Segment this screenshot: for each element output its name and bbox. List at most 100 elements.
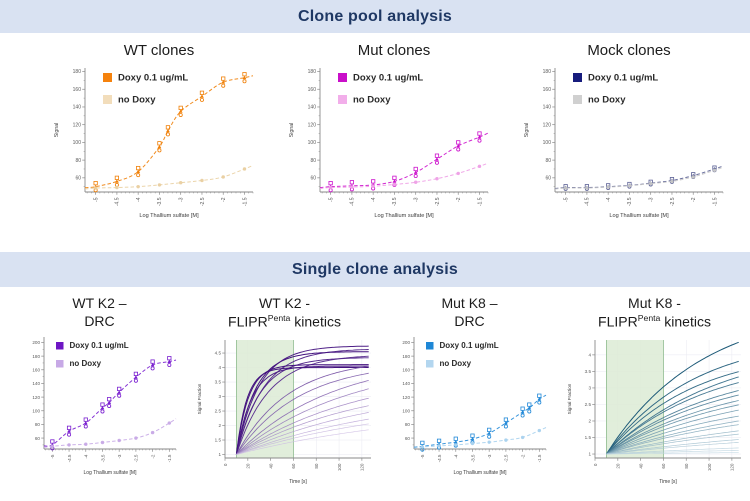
svg-text:120: 120 bbox=[32, 395, 40, 400]
svg-text:Time [s]: Time [s] bbox=[659, 479, 677, 485]
svg-text:80: 80 bbox=[310, 158, 316, 164]
plot-mut-k8-drc: -5 -4.5 -4 -3.5 -3 -2.5 -2 -1.5 60 80 100 120 140 160… bbox=[402, 337, 546, 476]
svg-text:no Doxy: no Doxy bbox=[439, 359, 471, 368]
plot-wt-k2-drc: -5 -4.5 -4 -3.5 -3 -2.5 -2 -1.5 60 80 100 120 140 160… bbox=[32, 337, 176, 476]
svg-text:120: 120 bbox=[359, 463, 364, 471]
banner-single-clone: Single clone analysis bbox=[0, 252, 750, 287]
svg-text:140: 140 bbox=[32, 381, 40, 386]
chart-mock-clones: Mock clones -5 -4.5 -4 -3.5 -3 -2.5 -2 -1.5 60 80 1… bbox=[514, 33, 744, 242]
chart-mut-k8-drc: Mut K8 – DRC -5 -4.5 -4 -3.5 -3 -2.5 -2 -1.5 60 80 1… bbox=[378, 287, 561, 499]
svg-text:-1.5: -1.5 bbox=[477, 197, 483, 206]
banner-clone-pool-title: Clone pool analysis bbox=[297, 7, 453, 25]
svg-text:140: 140 bbox=[543, 105, 552, 111]
svg-text:4.5: 4.5 bbox=[214, 350, 221, 355]
svg-text:180: 180 bbox=[402, 354, 410, 359]
svg-text:3: 3 bbox=[218, 394, 221, 399]
svg-text:1.5: 1.5 bbox=[214, 437, 221, 442]
svg-text:Log Thallium sulfate [M]: Log Thallium sulfate [M] bbox=[374, 213, 434, 219]
svg-text:60: 60 bbox=[310, 176, 316, 182]
svg-text:-1.5: -1.5 bbox=[537, 454, 542, 462]
svg-text:-3.5: -3.5 bbox=[392, 197, 398, 206]
chart-title-wt-k2-kinetics: WT K2 - FLIPRPenta kinetics bbox=[228, 295, 341, 330]
svg-text:Signal: Signal bbox=[524, 123, 530, 137]
svg-text:Signal: Signal bbox=[54, 123, 60, 137]
svg-text:-2: -2 bbox=[456, 197, 462, 202]
svg-text:80: 80 bbox=[34, 422, 40, 427]
svg-text:180: 180 bbox=[73, 69, 82, 75]
svg-text:-3: -3 bbox=[116, 454, 121, 459]
svg-text:60: 60 bbox=[661, 463, 666, 469]
svg-text:120: 120 bbox=[308, 122, 317, 128]
svg-text:180: 180 bbox=[543, 69, 552, 75]
svg-text:-3: -3 bbox=[413, 197, 419, 202]
svg-text:100: 100 bbox=[336, 463, 341, 471]
svg-text:-4: -4 bbox=[83, 454, 88, 459]
svg-text:-5: -5 bbox=[50, 454, 55, 459]
svg-text:100: 100 bbox=[706, 463, 711, 471]
svg-text:-2.5: -2.5 bbox=[670, 197, 676, 206]
svg-text:120: 120 bbox=[73, 122, 82, 128]
svg-text:160: 160 bbox=[402, 367, 410, 372]
svg-text:-4.5: -4.5 bbox=[585, 197, 591, 206]
svg-text:2: 2 bbox=[218, 423, 221, 428]
svg-text:-1.5: -1.5 bbox=[242, 197, 248, 206]
svg-text:120: 120 bbox=[729, 463, 734, 471]
chart-title-wt-k2-drc: WT K2 – DRC bbox=[72, 295, 127, 329]
svg-text:60: 60 bbox=[404, 436, 410, 441]
chart-title-wt-clones: WT clones bbox=[123, 42, 195, 59]
plot-mock-clones: -5 -4.5 -4 -3.5 -3 -2.5 -2 -1.5 60 80 100 120 140 160… bbox=[524, 68, 724, 219]
svg-text:-5: -5 bbox=[563, 197, 569, 202]
svg-text:0: 0 bbox=[592, 463, 597, 466]
svg-text:-3: -3 bbox=[178, 197, 184, 202]
svg-text:20: 20 bbox=[615, 463, 620, 469]
svg-text:-2: -2 bbox=[691, 197, 697, 202]
svg-text:Time [s]: Time [s] bbox=[289, 479, 307, 485]
svg-text:100: 100 bbox=[402, 408, 410, 413]
svg-text:160: 160 bbox=[32, 367, 40, 372]
svg-text:80: 80 bbox=[404, 422, 410, 427]
svg-text:-2: -2 bbox=[150, 454, 155, 459]
svg-text:3.5: 3.5 bbox=[214, 379, 221, 384]
plot-wt-clones: -5 -4.5 -4 -3.5 -3 -2.5 -2 -1.5 60 80 100 120 140 160… bbox=[54, 68, 254, 219]
svg-text:-3: -3 bbox=[486, 454, 491, 459]
svg-text:160: 160 bbox=[308, 87, 317, 93]
svg-text:-4.5: -4.5 bbox=[436, 454, 441, 462]
svg-text:160: 160 bbox=[543, 87, 552, 93]
svg-text:80: 80 bbox=[75, 158, 81, 164]
svg-text:20: 20 bbox=[245, 463, 250, 469]
clone-pool-charts: WT clones -5 -4.5 -4 -3.5 -3 -2.5 -2 -1.5 60 80 100… bbox=[0, 33, 750, 252]
svg-text:Doxy 0.1 ug/mL: Doxy 0.1 ug/mL bbox=[118, 73, 188, 84]
svg-text:-4: -4 bbox=[606, 197, 612, 202]
svg-text:-3.5: -3.5 bbox=[627, 197, 633, 206]
banner-single-clone-title: Single clone analysis bbox=[291, 260, 459, 278]
svg-text:-1.5: -1.5 bbox=[712, 197, 718, 206]
svg-text:Log Thallium sulfate [M]: Log Thallium sulfate [M] bbox=[83, 470, 137, 476]
svg-text:0: 0 bbox=[222, 463, 227, 466]
svg-text:100: 100 bbox=[73, 140, 82, 146]
svg-text:100: 100 bbox=[308, 140, 317, 146]
svg-text:Log Thallium sulfate [M]: Log Thallium sulfate [M] bbox=[453, 470, 507, 476]
svg-text:40: 40 bbox=[638, 463, 643, 469]
chart-mut-clones: Mut clones -5 -4.5 -4 -3.5 -3 -2.5 -2 -1.5 60 80 10… bbox=[279, 33, 509, 242]
svg-text:Doxy 0.1 ug/mL: Doxy 0.1 ug/mL bbox=[353, 73, 423, 84]
svg-text:-2: -2 bbox=[221, 197, 227, 202]
svg-text:80: 80 bbox=[684, 463, 689, 469]
svg-text:-2: -2 bbox=[520, 454, 525, 459]
svg-text:-1.5: -1.5 bbox=[167, 454, 172, 462]
svg-text:80: 80 bbox=[545, 158, 551, 164]
svg-text:2.5: 2.5 bbox=[214, 408, 221, 413]
chart-title-mut-clones: Mut clones bbox=[357, 42, 431, 59]
svg-text:180: 180 bbox=[32, 354, 40, 359]
plot-wt-k2-kinetics: 0 20 40 60 80 100 120 1 1.5 2 2.5 3 3.5 4 4.5 Time [s] S… bbox=[197, 339, 371, 485]
svg-text:120: 120 bbox=[402, 395, 410, 400]
svg-text:80: 80 bbox=[314, 463, 319, 469]
svg-text:-4.5: -4.5 bbox=[350, 197, 356, 206]
chart-title-mock-clones: Mock clones bbox=[587, 42, 671, 59]
svg-text:Log Thallium sulfate [M]: Log Thallium sulfate [M] bbox=[609, 213, 669, 219]
svg-text:-3.5: -3.5 bbox=[157, 197, 163, 206]
svg-text:200: 200 bbox=[32, 340, 40, 345]
svg-text:-2.5: -2.5 bbox=[503, 454, 508, 462]
svg-text:no Doxy: no Doxy bbox=[588, 95, 626, 106]
svg-text:60: 60 bbox=[34, 436, 40, 441]
